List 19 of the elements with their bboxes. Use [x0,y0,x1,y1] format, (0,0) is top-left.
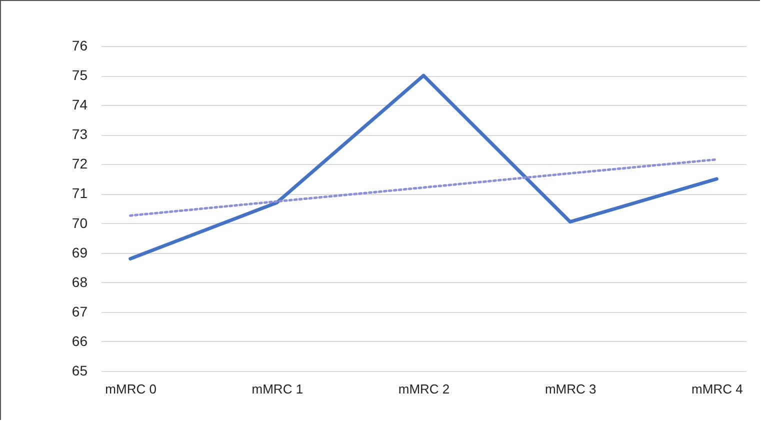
x-tick-label: mMRC 4 [692,382,743,396]
y-tick-label: 74 [72,96,88,113]
x-tick-label: mMRC 0 [105,382,156,396]
line-series [129,158,718,217]
x-tick-label: mMRC 3 [544,382,596,396]
x-tick-label: mMRC 1 [252,382,304,396]
y-tick-label: 69 [72,244,88,260]
y-tick-label: 68 [72,274,88,290]
y-tick-label: 72 [72,156,88,172]
y-tick-label: 76 [72,38,88,54]
y-tick-label: 71 [72,185,88,202]
y-tick-label: 73 [72,126,88,142]
y-tick-label: 70 [72,214,88,231]
x-tick-label: mMRC 2 [398,382,450,396]
line-series [128,74,718,260]
y-tick-label: 66 [72,332,88,349]
y-tick-label: 67 [72,303,88,320]
y-tick-label: 65 [72,362,88,378]
y-tick-label: 75 [72,67,88,84]
